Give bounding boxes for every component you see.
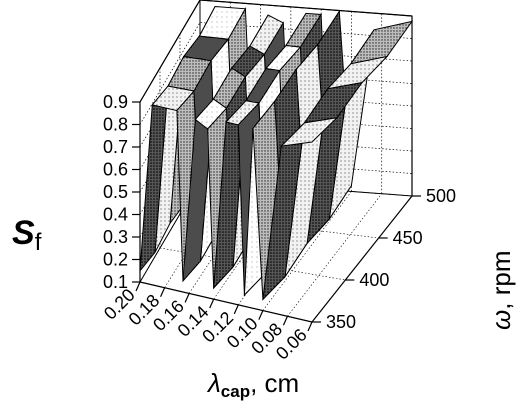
y-tick-label: 400 xyxy=(359,270,389,290)
x-tick-mark xyxy=(233,304,239,315)
x-tick-mark xyxy=(135,281,141,292)
z-tick-label: 0.9 xyxy=(103,92,128,112)
y-axis-title-main: ω xyxy=(486,310,516,330)
x-axis-ticks: 0.200.180.160.140.120.100.080.06 xyxy=(100,281,313,364)
z-tick-label: 0.1 xyxy=(103,272,128,292)
x-tick-mark xyxy=(184,293,190,303)
z-tick-label: 0.7 xyxy=(103,137,128,157)
x-floor-grid-line xyxy=(188,184,261,294)
z-tick-label: 0.2 xyxy=(103,250,128,270)
z-tick-label: 0.3 xyxy=(103,227,128,247)
x-axis-title-main: λ xyxy=(206,368,221,398)
z-tick-label: 0.8 xyxy=(103,115,128,135)
x-floor-grid-line xyxy=(262,191,352,311)
x-tick-mark xyxy=(258,310,264,320)
z-axis-title-main: S xyxy=(12,214,35,252)
y-tick-label: 450 xyxy=(393,228,423,248)
z-axis-title-sub: f xyxy=(35,229,42,256)
y-tick-label: 500 xyxy=(426,186,456,206)
x-axis-title: λcap, cm xyxy=(206,368,299,401)
x-axis-title-sub: cap xyxy=(221,382,250,401)
z-tick-label: 0.5 xyxy=(103,182,128,202)
left-top-edge xyxy=(139,0,201,103)
z-tick-label: 0.6 xyxy=(103,160,128,180)
x-tick-mark xyxy=(282,316,288,326)
z-axis-ticks: 0.10.2 0.30.4 0.50.6 0.70.8 0.9 xyxy=(103,92,140,292)
x-tick-mark xyxy=(307,321,313,332)
back-top-edge xyxy=(199,0,413,17)
z-axis-title: Sf xyxy=(12,214,42,256)
y-axis-ticks: 350 400 450 500 xyxy=(312,186,456,332)
surface-patch xyxy=(279,116,339,147)
x-floor-grid-line xyxy=(287,193,382,317)
y-tick-label: 350 xyxy=(326,312,356,332)
y-axis-title-suffix: , rpm xyxy=(486,251,516,310)
y-axis-title: ω, rpm xyxy=(486,251,516,330)
right-edge-bottom xyxy=(311,195,413,323)
x-tick-mark xyxy=(160,287,166,297)
front-edge-bottom xyxy=(139,281,313,323)
x-tick-mark xyxy=(209,298,215,309)
surface xyxy=(139,5,414,301)
z-tick-label: 0.4 xyxy=(103,205,128,225)
x-axis-title-suffix: , cm xyxy=(250,368,299,398)
